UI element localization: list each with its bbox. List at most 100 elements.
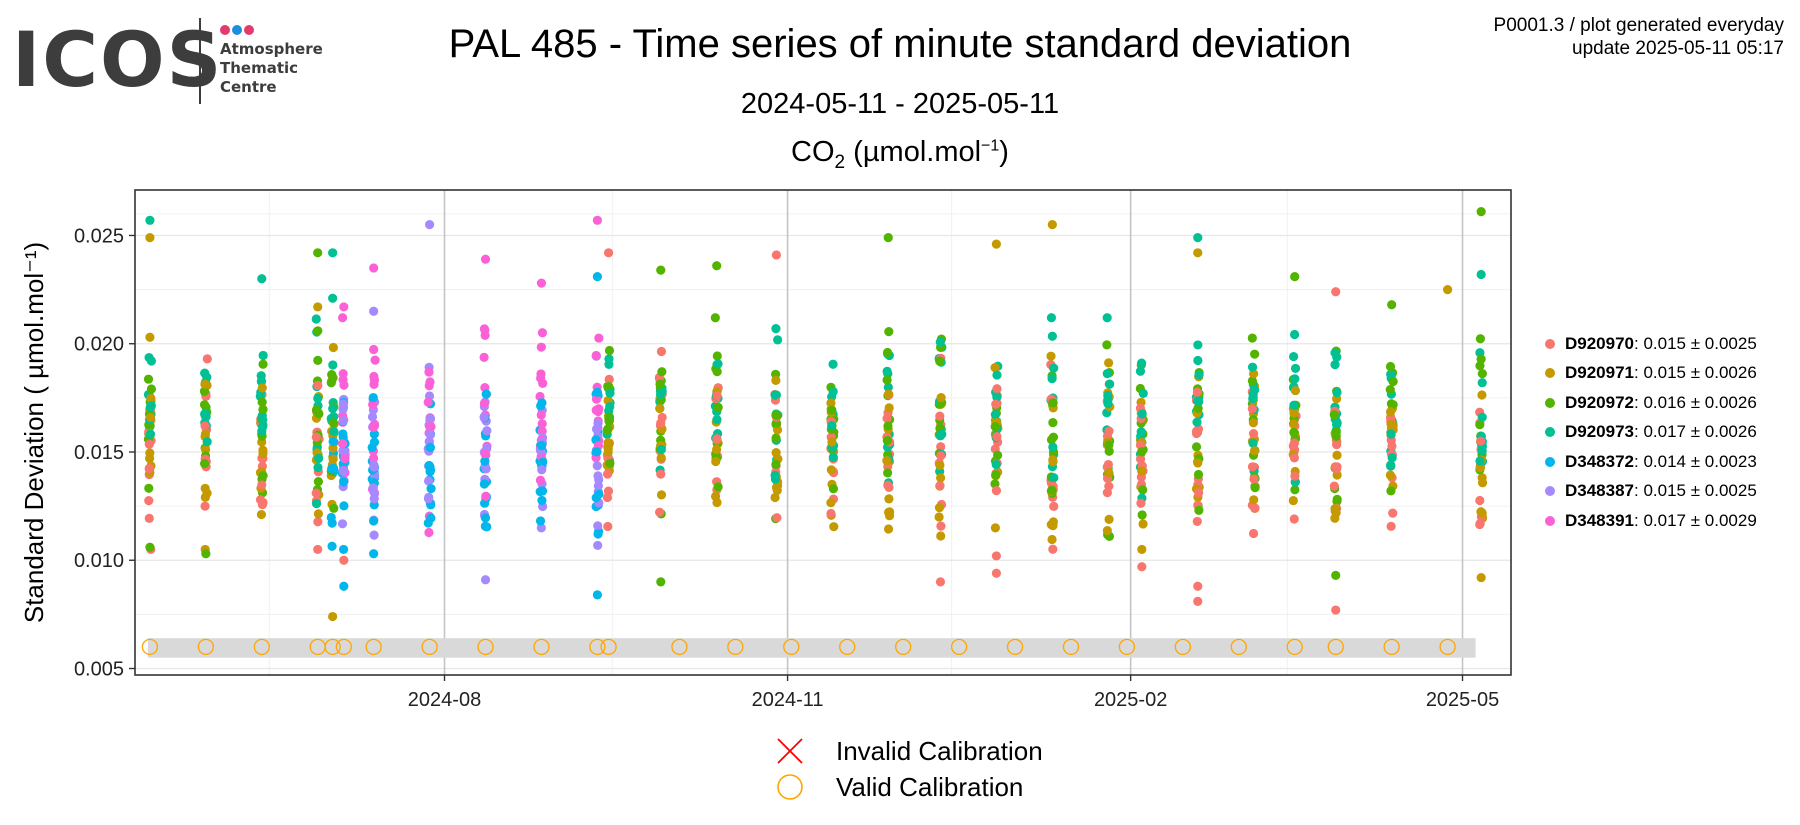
data-point-D920971 <box>256 509 267 520</box>
data-point-D920970 <box>1191 428 1202 439</box>
legend-series-name: D920970 <box>1565 333 1635 353</box>
data-point-D920972 <box>935 356 945 366</box>
data-point-D920973 <box>773 335 783 345</box>
data-point-D920972 <box>258 405 268 415</box>
data-point-D920970 <box>1386 521 1396 531</box>
data-point-D920970 <box>1247 403 1257 414</box>
species-name: CO <box>791 136 835 168</box>
data-point-D348372 <box>423 518 433 528</box>
data-point-D920973 <box>1330 359 1340 370</box>
data-point-D920970 <box>1289 453 1300 463</box>
data-point-D348391 <box>594 404 604 414</box>
plot-metadata: P0001.3 / plot generated everyday update… <box>1494 14 1784 60</box>
data-point-D920973 <box>713 359 723 369</box>
data-point-D348372 <box>480 521 490 531</box>
x-tick-label: 2024-11 <box>752 689 824 711</box>
data-point-D920972 <box>1138 485 1148 495</box>
data-point-D920973 <box>1046 313 1057 323</box>
legend-item-D920973: D920973: 0.017 ± 0.0026 <box>1540 418 1757 448</box>
data-point-D920971 <box>1385 470 1395 480</box>
data-point-D920972 <box>990 421 1000 432</box>
data-point-D348372 <box>327 541 337 551</box>
data-point-D920970 <box>313 544 323 555</box>
data-point-D920972 <box>1477 369 1487 379</box>
data-point-D920972 <box>1194 505 1204 515</box>
logo-wordmark: ICOS <box>12 15 224 104</box>
data-point-D920973 <box>990 410 1000 420</box>
data-point-D920972 <box>1137 510 1147 520</box>
meta-update: update 2025-05-11 05:17 <box>1572 38 1784 59</box>
data-point-D920971 <box>1102 525 1112 536</box>
data-point-D920971 <box>656 453 666 463</box>
data-point-D348391 <box>370 355 380 365</box>
data-point-D920973 <box>657 387 667 397</box>
legend-series-name: D920972 <box>1565 392 1635 412</box>
cross-stroke-2 <box>777 738 803 764</box>
data-point-D920971 <box>1046 351 1056 361</box>
data-point-D920973 <box>1102 313 1112 323</box>
data-point-D348387 <box>593 418 603 428</box>
x-tick-label: 2025-05 <box>1426 689 1499 711</box>
data-point-D348372 <box>592 272 602 282</box>
data-point-D920973 <box>1192 417 1202 427</box>
data-point-D920971 <box>884 494 894 504</box>
data-point-D920973 <box>1289 329 1300 340</box>
data-point-D920972 <box>1329 410 1339 420</box>
legend-series-stat: : 0.015 ± 0.0025 <box>1634 481 1757 501</box>
y-tick-label: 0.025 <box>74 225 124 247</box>
data-point-D920970 <box>1194 488 1204 498</box>
valid-calibration-marker <box>950 638 968 656</box>
data-point-D920973 <box>1247 362 1258 372</box>
data-point-D920973 <box>828 359 838 369</box>
data-point-D348372 <box>537 495 547 506</box>
data-point-D348372 <box>537 440 547 451</box>
data-point-D348372 <box>339 581 349 591</box>
data-point-D920971 <box>1332 450 1342 460</box>
data-point-D920971 <box>603 447 613 457</box>
logo-subtitle-line: Centre <box>220 78 277 96</box>
valid-calibration-marker <box>533 638 550 656</box>
data-point-D920970 <box>992 431 1002 442</box>
valid-calibration-marker <box>1383 638 1400 656</box>
data-point-D348387 <box>338 399 348 409</box>
data-point-D920971 <box>655 403 665 414</box>
data-point-D920973 <box>1387 453 1397 463</box>
data-point-D920972 <box>771 433 781 443</box>
data-point-D920972 <box>827 405 837 415</box>
data-point-D920971 <box>1331 508 1341 518</box>
data-point-D920972 <box>1387 300 1397 310</box>
data-point-D920973 <box>1477 412 1487 422</box>
data-point-D920970 <box>1475 495 1485 506</box>
data-point-D920972 <box>313 248 323 258</box>
data-point-D348372 <box>535 516 546 526</box>
data-point-D920970 <box>1388 508 1398 518</box>
data-point-D348391 <box>369 371 379 382</box>
data-point-D920972 <box>656 265 666 275</box>
legend-swatch <box>1545 456 1555 467</box>
data-point-D348391 <box>368 453 379 463</box>
data-point-D920971 <box>883 389 894 399</box>
data-point-D920971 <box>1104 467 1114 478</box>
data-point-D348391 <box>424 381 434 391</box>
data-point-D348387 <box>340 446 350 456</box>
data-point-D920973 <box>1386 369 1396 379</box>
data-point-D920972 <box>1137 447 1147 457</box>
legend-swatch <box>1545 427 1555 438</box>
legend-swatch <box>1545 486 1555 497</box>
unit-prefix: (µmol.mol <box>845 136 982 168</box>
data-point-D348387 <box>338 466 348 476</box>
data-point-D920973 <box>1386 461 1396 471</box>
data-point-D920972 <box>1331 570 1341 581</box>
data-point-D348387 <box>338 416 348 426</box>
data-point-D920970 <box>339 555 349 565</box>
data-point-D348387 <box>536 523 546 533</box>
data-point-D920971 <box>826 498 836 508</box>
data-point-D920972 <box>1385 361 1396 372</box>
data-point-D920970 <box>202 354 212 364</box>
valid-calibration-marker <box>1230 638 1247 656</box>
data-point-D920970 <box>144 496 154 506</box>
data-point-D348391 <box>592 215 602 225</box>
data-point-D920970 <box>772 513 782 523</box>
valid-calibration-marker <box>1439 638 1456 656</box>
